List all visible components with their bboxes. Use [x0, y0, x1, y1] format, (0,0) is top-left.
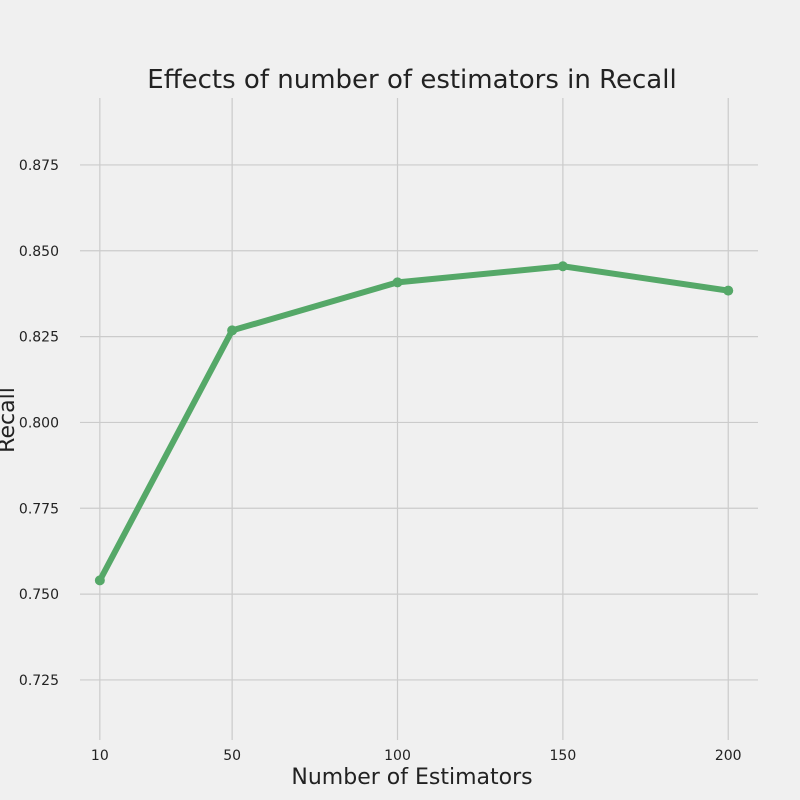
data-point [723, 285, 734, 296]
x-tick-label: 10 [91, 748, 109, 764]
y-tick-label: 0.800 [19, 415, 59, 431]
y-axis-label: Recall [0, 387, 20, 453]
grid [80, 98, 758, 740]
y-tick-label: 0.750 [19, 587, 59, 603]
y-tick-label: 0.775 [19, 501, 59, 517]
data-point [392, 277, 403, 288]
data-point [227, 325, 238, 336]
x-tick-label: 150 [550, 748, 577, 764]
y-tick-label: 0.875 [19, 158, 59, 174]
data-point [94, 575, 105, 586]
series-layer [94, 261, 734, 586]
x-tick-label: 200 [715, 748, 742, 764]
data-point [557, 261, 568, 272]
x-tick-label: 50 [223, 748, 241, 764]
x-axis-label: Number of Estimators [291, 765, 532, 790]
chart-title: Effects of number of estimators in Recal… [147, 65, 676, 95]
y-tick-label: 0.725 [19, 673, 59, 689]
y-tick-label: 0.825 [19, 330, 59, 346]
x-tick-label: 100 [384, 748, 411, 764]
tick-labels: 10 50 100 150 200 0.725 0.750 0.775 0.800 0.825 0.… [19, 158, 742, 764]
y-tick-label: 0.850 [19, 244, 59, 260]
